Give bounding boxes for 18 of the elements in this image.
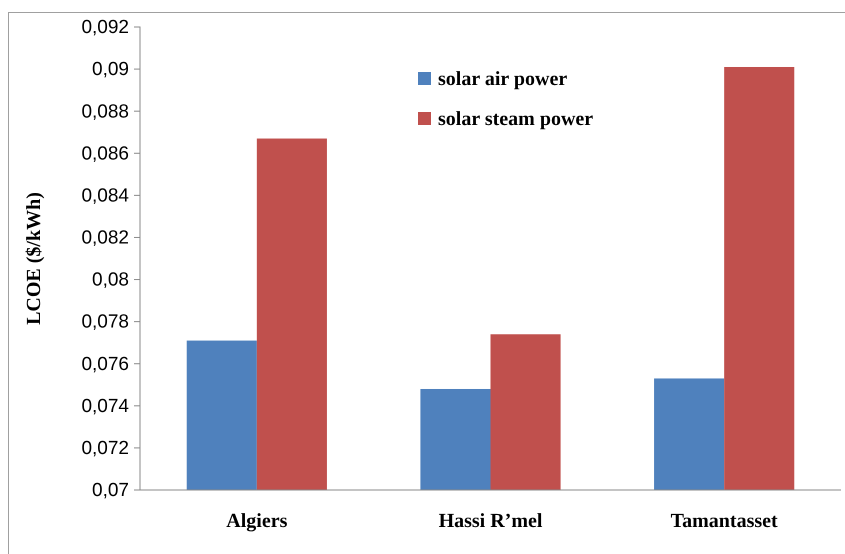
y-tick-label: 0,08 (92, 270, 129, 291)
y-tick-label: 0,086 (81, 143, 129, 164)
y-tick-label: 0,084 (81, 185, 130, 206)
y-tick-label: 0,078 (81, 312, 129, 333)
legend-label: solar steam power (438, 108, 594, 130)
y-tick-label: 0,092 (81, 17, 129, 38)
x-tick-label: Hassi R’mel (438, 510, 543, 532)
y-tick-label: 0,088 (81, 101, 129, 122)
y-tick-label: 0,09 (92, 59, 129, 80)
y-tick-label: 0,082 (81, 228, 129, 249)
y-tick-label: 0,072 (81, 438, 129, 459)
y-tick-label: 0,07 (92, 480, 129, 502)
x-tick-label: Tamantasset (670, 510, 778, 532)
legend-label: solar air power (438, 68, 568, 90)
y-tick-label: 0,076 (81, 354, 129, 375)
y-axis-title: LCOE ($/kWh) (23, 192, 45, 325)
y-tick-label: 0,074 (81, 396, 130, 417)
x-tick-label: Algiers (226, 510, 288, 532)
